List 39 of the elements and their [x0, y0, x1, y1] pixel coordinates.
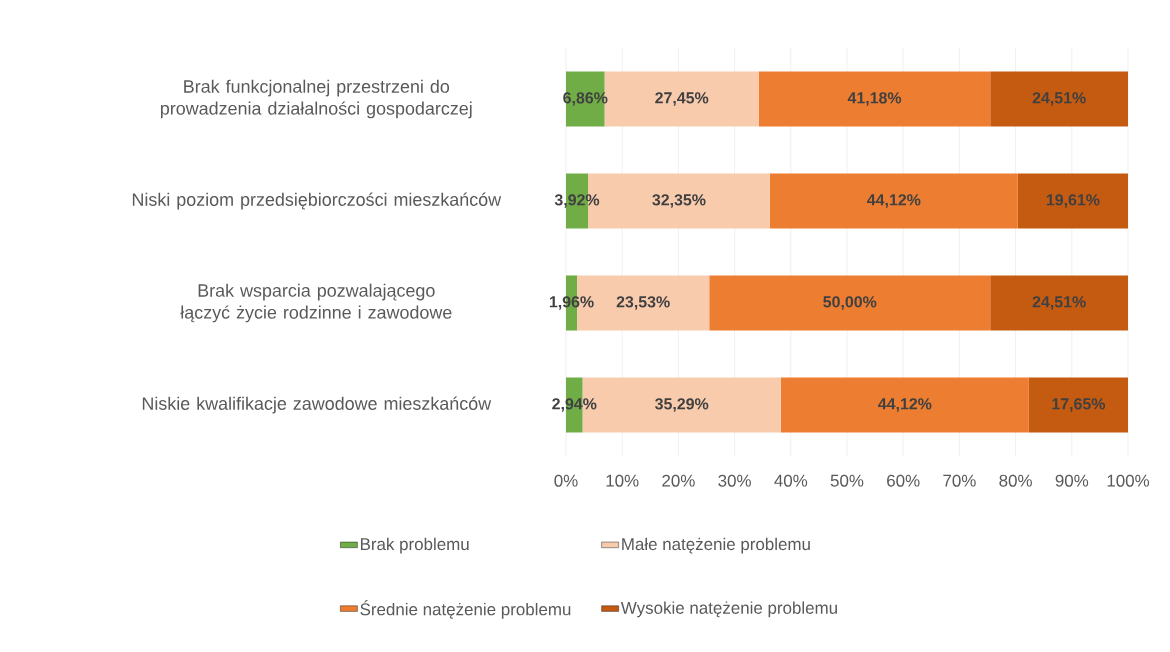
- legend-label: Brak problemu: [360, 537, 469, 554]
- bar: [990, 71, 1129, 127]
- data-label: 17,65%: [1052, 398, 1106, 412]
- bar: [769, 173, 1018, 229]
- x-tick-label: 40%: [774, 474, 808, 487]
- data-label: 27,45%: [655, 92, 709, 106]
- data-label: 44,12%: [878, 398, 932, 412]
- x-tick-label: 70%: [943, 474, 976, 487]
- data-label: 44,12%: [867, 194, 921, 208]
- legend-label: Średnie natężenie problemu: [360, 599, 571, 619]
- x-tick-label: 10%: [606, 474, 639, 487]
- data-label: 24,51%: [1032, 296, 1086, 310]
- bar: [990, 275, 1129, 331]
- data-label: 23,53%: [616, 296, 670, 310]
- x-tick-label: 90%: [1055, 474, 1089, 487]
- x-tick-label: 60%: [887, 474, 920, 487]
- bar: [1017, 173, 1129, 229]
- y-tick-label: Brak funkcjonalnej przestrzeni do prowadzenia działalności gospodarczej: [160, 79, 472, 119]
- legend-label: Małe natężenie problemu: [622, 537, 810, 554]
- bar: [709, 275, 991, 331]
- bar: [758, 71, 991, 127]
- x-tick-label: 100%: [1107, 474, 1150, 487]
- data-label: 24,51%: [1032, 92, 1086, 106]
- bar: [780, 377, 1029, 433]
- legend-label: Wysokie natężenie problemu: [620, 601, 837, 618]
- y-tick-label: Niski poziom przedsiębiorczości mieszkańców: [132, 192, 502, 210]
- data-label: 32,35%: [652, 194, 706, 208]
- y-tick-label: Niskie kwalifikacje zawodowe mieszkańców: [142, 396, 492, 414]
- x-tick-label: 50%: [830, 474, 864, 487]
- y-tick-label: Brak wsparcia pozwalającego łączyć życie rodzinne i zawodowe: [180, 283, 452, 323]
- x-tick-label: 0%: [554, 474, 578, 487]
- data-label: 41,18%: [847, 92, 902, 106]
- data-label: 50,00%: [823, 296, 877, 310]
- bar: [1028, 377, 1129, 433]
- x-tick-label: 80%: [999, 474, 1032, 487]
- data-label: 19,61%: [1046, 194, 1100, 208]
- x-tick-label: 30%: [718, 474, 751, 487]
- data-label: 35,29%: [655, 398, 709, 412]
- x-tick-label: 20%: [662, 474, 695, 487]
